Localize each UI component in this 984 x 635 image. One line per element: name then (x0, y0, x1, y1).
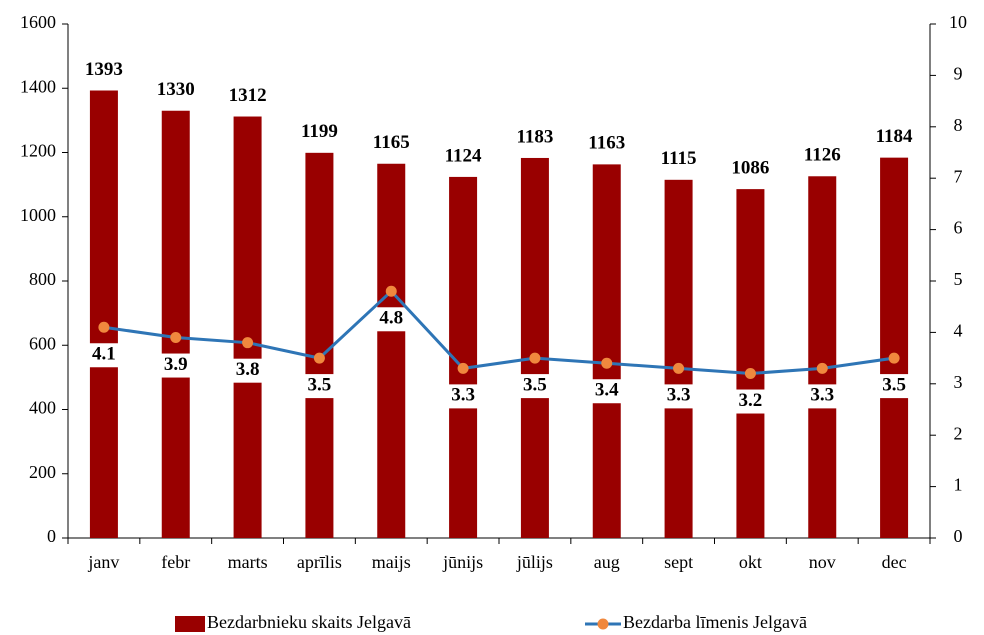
bar-value-label: 1124 (445, 145, 482, 166)
label-background (732, 389, 769, 414)
label-background (445, 384, 482, 409)
x-tick-label: maijs (372, 552, 411, 572)
bar (520, 157, 549, 538)
line-marker (529, 352, 541, 364)
x-tick-label: nov (809, 552, 836, 572)
y2-tick-label: 0 (954, 526, 963, 546)
bar-value-label: 1312 (229, 85, 267, 106)
line-marker (385, 285, 397, 297)
y2-tick-label: 4 (954, 321, 963, 341)
y-tick-label: 800 (29, 269, 56, 289)
line-value-label: 4.1 (92, 344, 116, 365)
x-tick-label: aprīlis (297, 552, 342, 572)
line-marker (673, 362, 685, 374)
bar (736, 189, 765, 538)
label-background (373, 307, 410, 332)
label-background (588, 379, 625, 404)
legend-marker (597, 618, 609, 630)
label-background (301, 374, 338, 399)
x-tick-label: sept (664, 552, 693, 572)
bar (377, 163, 406, 538)
x-tick-label: dec (882, 552, 907, 572)
bar-value-label: 1199 (301, 121, 338, 142)
bar (808, 176, 837, 538)
line-marker (601, 357, 613, 369)
bar-value-label: 1184 (876, 126, 913, 147)
line-value-label: 3.8 (236, 359, 260, 380)
y2-tick-label: 7 (954, 166, 963, 186)
line-value-label: 3.9 (164, 354, 188, 375)
bar-value-label: 1163 (588, 133, 625, 154)
line-marker (816, 362, 828, 374)
label-background (876, 374, 913, 399)
y-tick-label: 1400 (20, 76, 56, 96)
x-tick-label: febr (161, 552, 190, 572)
label-background (804, 384, 841, 409)
line-value-label: 3.2 (739, 390, 763, 411)
legend-label: Bezdarbnieku skaits Jelgavā (207, 612, 411, 632)
label-background (229, 358, 266, 383)
y-tick-label: 200 (29, 462, 56, 482)
line-value-label: 3.3 (810, 385, 834, 406)
bar-value-label: 1126 (804, 145, 841, 166)
x-tick-label: okt (739, 552, 762, 572)
line-marker (242, 337, 254, 349)
bar-value-label: 1183 (516, 126, 553, 147)
line-marker (313, 352, 325, 364)
legend-swatch (175, 616, 205, 632)
y2-tick-label: 2 (954, 423, 963, 443)
y-tick-label: 0 (47, 526, 56, 546)
y-tick-label: 1000 (20, 205, 56, 225)
label-background (157, 353, 194, 378)
bar (233, 116, 262, 539)
bar (89, 90, 118, 538)
x-tick-label: aug (594, 552, 620, 572)
x-tick-label: janv (87, 552, 119, 572)
line-marker (744, 368, 756, 380)
bar-value-label: 1393 (85, 59, 123, 80)
line-marker (457, 362, 469, 374)
y2-tick-label: 5 (954, 269, 963, 289)
line-value-label: 3.4 (595, 380, 619, 401)
line-value-label: 3.5 (882, 374, 906, 395)
bar (592, 164, 621, 539)
y2-tick-label: 8 (954, 115, 963, 135)
bar-value-label: 1330 (157, 79, 195, 100)
y2-tick-label: 1 (954, 475, 963, 495)
line-marker (98, 321, 110, 333)
bar (664, 179, 693, 538)
x-tick-label: marts (228, 552, 268, 572)
x-tick-label: jūlijs (516, 552, 553, 572)
bar-value-label: 1165 (373, 132, 410, 153)
legend-label: Bezdarba līmenis Jelgavā (623, 612, 807, 632)
line-marker (888, 352, 900, 364)
line-value-label: 3.3 (667, 385, 691, 406)
line (103, 289, 895, 376)
label-background (516, 374, 553, 399)
line-value-label: 3.3 (451, 385, 475, 406)
line-value-label: 4.8 (379, 308, 403, 329)
y2-tick-label: 6 (954, 218, 963, 238)
bar (305, 152, 334, 539)
y-tick-label: 1200 (20, 141, 56, 161)
line-value-label: 3.5 (308, 374, 332, 395)
bar-value-label: 1115 (661, 148, 697, 169)
line-marker (170, 332, 182, 344)
y2-tick-label: 3 (954, 372, 963, 392)
line-value-label: 3.5 (523, 374, 547, 395)
label-background (85, 343, 122, 368)
x-tick-label: jūnijs (442, 552, 483, 572)
y-tick-label: 1600 (20, 12, 56, 32)
y-tick-label: 400 (29, 398, 56, 418)
y2-tick-label: 10 (949, 12, 967, 32)
bar (880, 157, 909, 538)
bar (161, 110, 190, 539)
label-background (660, 384, 697, 409)
y2-tick-label: 9 (954, 64, 963, 84)
bar-value-label: 1086 (731, 157, 769, 178)
y-tick-label: 600 (29, 333, 56, 353)
